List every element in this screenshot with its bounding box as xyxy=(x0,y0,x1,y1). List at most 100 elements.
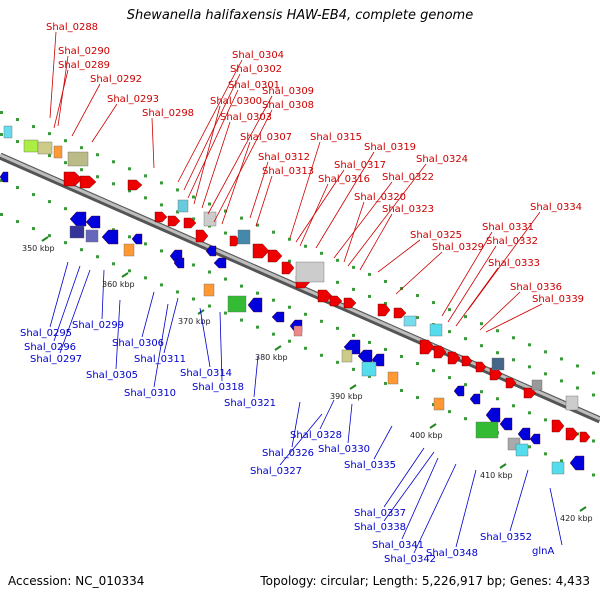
guide-dash-outer-bottom xyxy=(16,220,19,224)
feature-block xyxy=(203,211,217,227)
scale-tick-label: 380 kbp xyxy=(255,353,288,362)
guide-dash-outer-bottom xyxy=(384,381,387,385)
gene-label-top: Shal_0333 xyxy=(488,258,540,269)
gene-label-top: Shal_0324 xyxy=(416,154,468,165)
forward-gene-arrow xyxy=(252,243,270,259)
guide-dash-inner-top xyxy=(16,140,19,144)
guide-dash-inner-bottom xyxy=(448,376,451,380)
feature-block xyxy=(123,243,135,257)
guide-dash-inner-top xyxy=(128,189,131,193)
gene-label-top: Shal_0304 xyxy=(232,50,284,61)
bottom-label-leader xyxy=(413,463,457,554)
reverse-gene-arrow xyxy=(485,407,501,423)
feature-block xyxy=(403,315,417,327)
guide-dash-outer-bottom xyxy=(176,290,179,294)
gene-label-bottom: Shal_0352 xyxy=(480,532,532,543)
guide-dash-inner-bottom xyxy=(368,340,371,344)
gene-label-bottom: glnA xyxy=(532,546,554,557)
guide-dash-inner-top xyxy=(288,259,291,263)
guide-dash-inner-top xyxy=(352,287,355,291)
guide-dash-inner-bottom xyxy=(160,249,163,253)
guide-dash-outer-top xyxy=(272,230,275,234)
gene-label-top: Shal_0339 xyxy=(532,294,584,305)
forward-gene-arrow xyxy=(343,297,357,309)
guide-dash-inner-bottom xyxy=(128,235,131,239)
gene-label-bottom: Shal_0305 xyxy=(86,370,138,381)
feature-block xyxy=(69,225,85,239)
feature-block xyxy=(203,283,215,297)
top-label-leader xyxy=(187,89,239,199)
bottom-label-leader xyxy=(373,425,393,460)
gene-label-top: Shal_0307 xyxy=(240,132,292,143)
forward-gene-arrow xyxy=(79,175,97,189)
forward-gene-arrow xyxy=(447,351,461,365)
gene-label-top: Shal_0298 xyxy=(142,108,194,119)
gene-label-bottom: Shal_0326 xyxy=(262,448,314,459)
guide-dash-outer-bottom xyxy=(352,367,355,371)
gene-label-top: Shal_0336 xyxy=(510,282,562,293)
guide-dash-inner-bottom xyxy=(400,355,403,358)
guide-dash-inner-bottom xyxy=(16,186,19,190)
guide-dash-outer-top xyxy=(448,308,451,312)
feature-block xyxy=(23,139,39,153)
guide-dash-inner-bottom xyxy=(592,439,595,443)
map-title: Shewanella halifaxensis HAW-EB4, complet… xyxy=(126,8,474,23)
bottom-label-leader xyxy=(319,399,335,430)
guide-dash-outer-top xyxy=(240,216,243,220)
top-label-leader xyxy=(359,213,393,271)
gene-label-top: Shal_0325 xyxy=(410,230,462,241)
gene-label-bottom: Shal_0341 xyxy=(372,540,424,551)
guide-dash-outer-bottom xyxy=(320,353,323,357)
forward-gene-arrow xyxy=(63,171,83,187)
guide-dash-outer-top xyxy=(576,364,579,368)
guide-dash-inner-bottom xyxy=(256,291,259,295)
accession-text: Accession: NC_010334 xyxy=(8,574,145,588)
forward-gene-arrow xyxy=(167,215,181,227)
guide-dash-inner-top xyxy=(464,337,467,341)
bottom-label-leader xyxy=(455,469,477,548)
guide-dash-outer-bottom xyxy=(272,332,275,336)
top-label-leader xyxy=(441,231,493,317)
gene-label-top: Shal_0329 xyxy=(432,242,484,253)
reverse-gene-arrow xyxy=(213,257,227,269)
gene-label-top: Shal_0289 xyxy=(58,60,110,71)
forward-gene-arrow xyxy=(523,387,537,399)
guide-dash-inner-top xyxy=(544,372,547,376)
guide-dash-outer-top xyxy=(464,315,467,319)
guide-dash-outer-bottom xyxy=(160,283,163,287)
guide-dash-inner-bottom xyxy=(64,207,67,211)
bottom-label-leader xyxy=(59,269,91,354)
top-label-leader xyxy=(151,117,155,169)
guide-dash-outer-bottom xyxy=(144,276,147,280)
scale-tick-label: 390 kbp xyxy=(330,392,363,401)
gene-label-bottom: Shal_0327 xyxy=(250,466,302,477)
reverse-gene-arrow xyxy=(517,427,531,441)
bottom-label-leader xyxy=(115,299,121,370)
reverse-gene-arrow xyxy=(569,455,585,471)
guide-dash-inner-top xyxy=(96,175,99,179)
guide-dash-inner-top xyxy=(160,203,163,207)
guide-dash-outer-bottom xyxy=(304,346,307,350)
scale-tick-mark xyxy=(121,272,129,278)
forward-gene-arrow xyxy=(419,339,435,355)
guide-dash-outer-bottom xyxy=(256,325,259,329)
feature-block xyxy=(53,145,63,159)
guide-dash-outer-bottom xyxy=(240,318,243,322)
guide-dash-outer-bottom xyxy=(64,241,67,245)
guide-dash-outer-bottom xyxy=(32,227,35,231)
feature-block xyxy=(565,395,579,411)
reverse-gene-arrow xyxy=(205,245,217,257)
forward-gene-arrow xyxy=(329,295,343,307)
bottom-label-leader xyxy=(49,261,69,328)
guide-dash-outer-bottom xyxy=(208,304,211,308)
guide-dash-inner-bottom xyxy=(144,242,147,246)
guide-dash-inner-top xyxy=(448,330,451,334)
guide-dash-inner-bottom xyxy=(464,383,467,387)
guide-dash-inner-bottom xyxy=(432,369,435,373)
gene-label-top: Shal_0334 xyxy=(530,202,582,213)
top-label-leader xyxy=(333,181,393,259)
gene-label-top: Shal_0316 xyxy=(318,174,370,185)
gene-label-top: Shal_0302 xyxy=(230,64,282,75)
scale-tick-label: 360 kbp xyxy=(102,280,135,289)
